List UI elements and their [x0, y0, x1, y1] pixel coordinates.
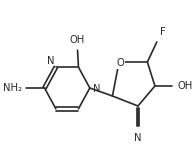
Text: N: N — [93, 84, 100, 94]
Text: O: O — [116, 58, 124, 68]
Text: N: N — [134, 133, 142, 143]
Text: NH₂: NH₂ — [3, 83, 22, 93]
Text: F: F — [160, 27, 165, 37]
Text: OH: OH — [178, 81, 193, 91]
Text: OH: OH — [70, 35, 85, 45]
Text: N: N — [47, 56, 55, 66]
